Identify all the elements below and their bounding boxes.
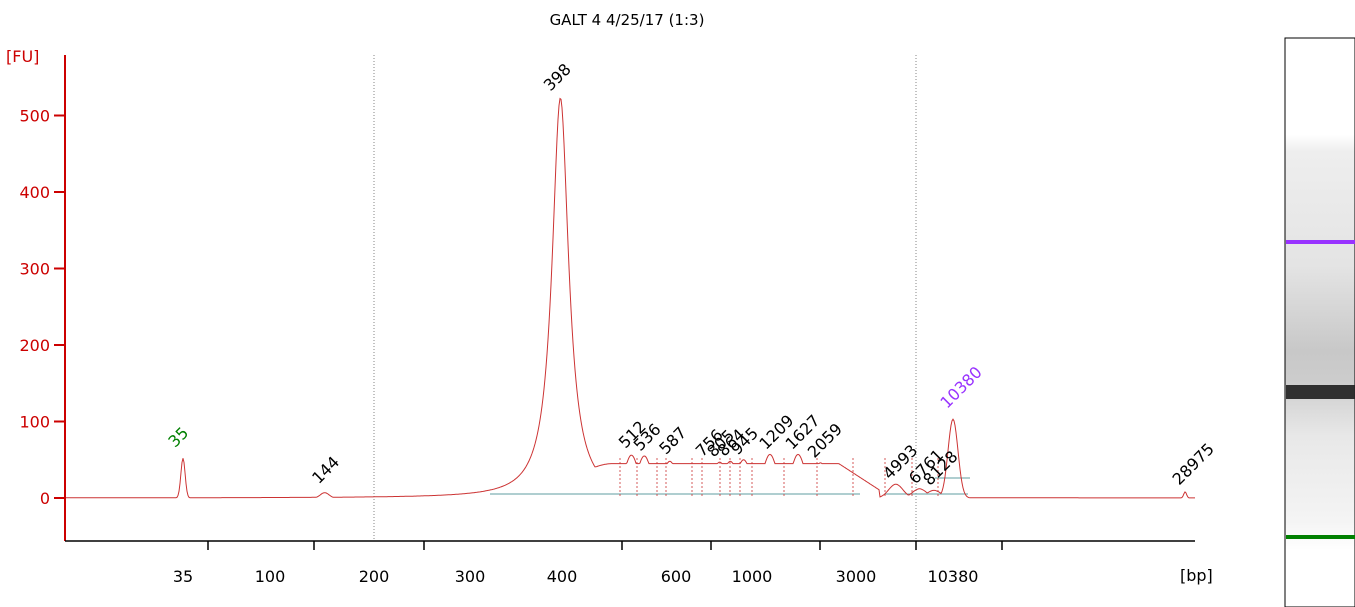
- y-axis-label: [FU]: [6, 47, 39, 66]
- y-tick-label-400: 400: [19, 183, 50, 202]
- x-axis-label: [bp]: [1180, 566, 1213, 585]
- x-tick-label-100: 100: [255, 567, 286, 586]
- x-tick-label-3000: 3000: [836, 567, 877, 586]
- peak-label-10380: 10380: [936, 363, 985, 412]
- lower-marker-band: [1286, 535, 1355, 539]
- main-band: [1286, 385, 1355, 399]
- y-tick-label-0: 0: [40, 489, 50, 508]
- x-tick-label-400: 400: [547, 567, 578, 586]
- y-tick-label-100: 100: [19, 413, 50, 432]
- chart-title: GALT 4 4/25/17 (1:3): [550, 11, 705, 29]
- gel-image: [1284, 37, 1355, 607]
- x-tick-label-1000: 1000: [732, 567, 773, 586]
- y-tick-label-300: 300: [19, 260, 50, 279]
- x-tick-label-600: 600: [661, 567, 692, 586]
- x-tick-label-35: 35: [173, 567, 193, 586]
- peak-label-144: 144: [308, 452, 343, 487]
- signal-trace: [66, 97, 1195, 499]
- peak-label-35: 35: [164, 423, 192, 451]
- peak-label-28975: 28975: [1169, 439, 1218, 488]
- gel-lane: [1284, 37, 1355, 607]
- x-tick-label-300: 300: [455, 567, 486, 586]
- plot-area: 0 100 200 300 400 500 35 100 200 300 400 600 1000 300…: [19, 55, 1218, 586]
- upper-marker-band: [1286, 240, 1355, 244]
- x-tick-label-200: 200: [359, 567, 390, 586]
- x-tick-label-10380: 10380: [928, 567, 979, 586]
- y-tick-label-500: 500: [19, 107, 50, 126]
- y-tick-label-200: 200: [19, 336, 50, 355]
- peak-label-398: 398: [540, 60, 575, 95]
- peak-label-587: 587: [655, 423, 690, 458]
